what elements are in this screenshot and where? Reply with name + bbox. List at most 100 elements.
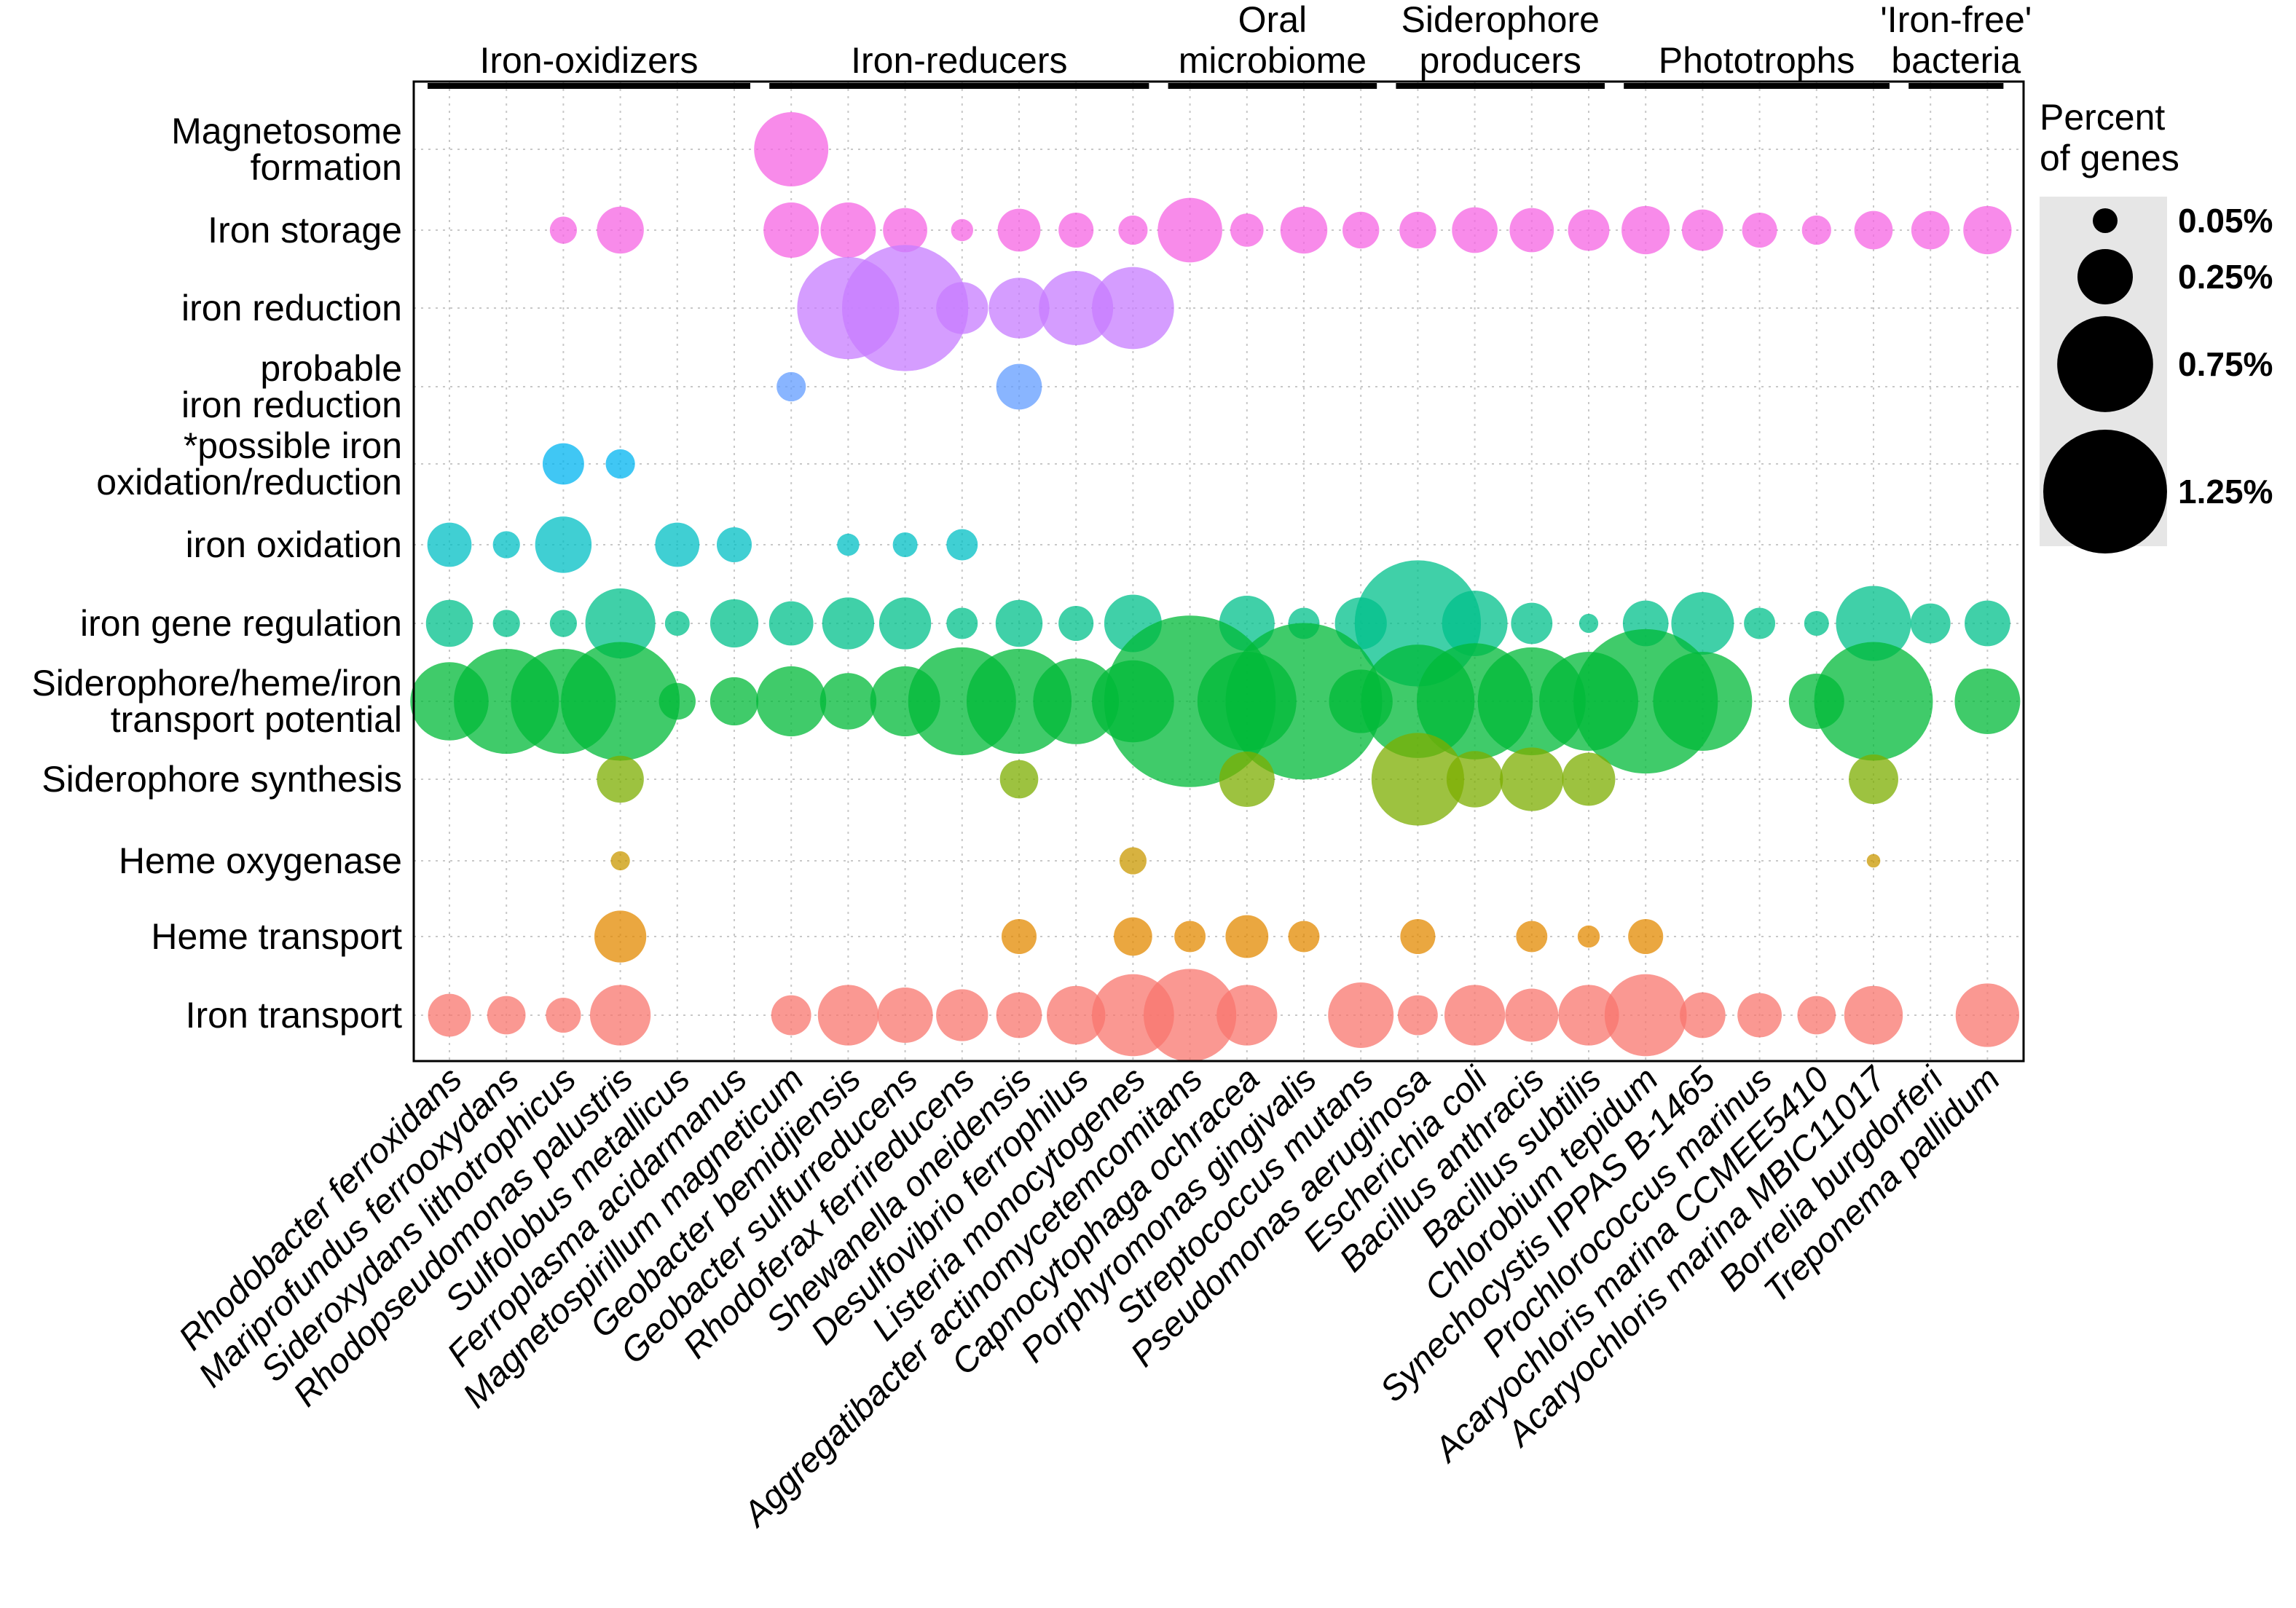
bubble xyxy=(535,516,592,573)
bubble xyxy=(425,599,473,647)
bubble xyxy=(777,371,806,402)
bubble xyxy=(837,533,860,556)
group-label: 'Iron-free' bacteria xyxy=(1880,0,2032,81)
bubble xyxy=(995,599,1043,647)
bubble xyxy=(996,992,1042,1038)
bubble xyxy=(1058,212,1094,248)
bubble xyxy=(1397,995,1438,1036)
bubble xyxy=(1342,211,1380,249)
legend-key-circle xyxy=(2057,316,2153,412)
legend-key-circle xyxy=(2043,430,2167,553)
bubble xyxy=(1280,206,1328,254)
group-label: Oral microbiome xyxy=(1179,0,1367,81)
legend-key-circle xyxy=(2093,208,2118,233)
bubble xyxy=(820,202,876,258)
bubble xyxy=(877,988,933,1043)
bubble xyxy=(1797,996,1836,1035)
bubble xyxy=(936,282,988,334)
bubble xyxy=(1744,607,1776,639)
bubble xyxy=(561,642,680,761)
bubble xyxy=(709,677,759,726)
bubble xyxy=(427,522,472,567)
group-label: Siderophore producers xyxy=(1401,0,1599,81)
row-label: *possible iron oxidation/reduction xyxy=(96,425,402,502)
row-label-layer: Magnetosome formation Iron storage iron red… xyxy=(31,111,402,1036)
bubble xyxy=(1442,591,1508,656)
group-label: Phototrophs xyxy=(1659,40,1855,81)
row-label: iron gene regulation xyxy=(80,603,402,644)
bubble xyxy=(946,529,978,561)
bubble xyxy=(492,610,520,637)
bubble xyxy=(1092,267,1174,350)
bubble xyxy=(1836,586,1911,661)
row-label: Magnetosome formation xyxy=(171,111,402,188)
row-label: Heme transport xyxy=(151,916,402,957)
bubble xyxy=(1033,658,1120,744)
bubble xyxy=(1174,921,1206,953)
bubble xyxy=(1230,213,1264,247)
bubble xyxy=(756,666,827,737)
grid-layer xyxy=(414,82,2024,1061)
bubble xyxy=(1849,754,1898,804)
bubble xyxy=(492,531,520,559)
bubble xyxy=(1511,602,1553,645)
bubble xyxy=(1046,985,1106,1045)
bubble xyxy=(1144,969,1237,1062)
row-label: Siderophore/heme/iron transport potential xyxy=(31,663,402,740)
row-label: Iron transport xyxy=(186,995,402,1036)
bubble xyxy=(1216,985,1278,1046)
group-label: Iron-oxidizers xyxy=(479,40,698,81)
bubble xyxy=(1680,992,1726,1038)
bubble xyxy=(549,610,578,637)
row-label: iron oxidation xyxy=(186,524,402,565)
bubble xyxy=(1681,209,1723,251)
bubble xyxy=(754,112,829,186)
bubble xyxy=(549,216,578,244)
bubble xyxy=(716,527,752,563)
bubble xyxy=(768,601,814,646)
bubble xyxy=(1954,669,2021,734)
bubble xyxy=(597,206,644,254)
bubble xyxy=(822,597,875,650)
bubble xyxy=(610,851,630,871)
bubble xyxy=(1058,605,1094,642)
bubble xyxy=(1444,985,1506,1046)
bubble xyxy=(1371,733,1464,826)
bubble xyxy=(1910,603,1951,644)
bubble xyxy=(999,760,1039,799)
bubble xyxy=(1118,215,1148,245)
row-label: probable iron reduction xyxy=(181,348,402,425)
bubble xyxy=(658,682,696,720)
bubble xyxy=(1621,205,1670,255)
legend-entry-label: 0.05% xyxy=(2178,202,2273,240)
legend-key-circle xyxy=(2077,249,2133,304)
bubble xyxy=(771,995,811,1036)
bubble xyxy=(1225,915,1269,958)
bubble xyxy=(988,277,1050,339)
bubble xyxy=(1039,271,1114,345)
bubble xyxy=(878,597,932,650)
bubble xyxy=(1578,613,1599,634)
bubble xyxy=(1225,623,1383,780)
bubble xyxy=(1577,925,1600,948)
bubble xyxy=(951,218,974,242)
bubble xyxy=(819,673,877,730)
bubble xyxy=(1505,988,1559,1042)
bubble xyxy=(1119,847,1147,875)
bubble-layer xyxy=(410,112,2021,1062)
bubble xyxy=(1742,212,1777,248)
bubble xyxy=(605,449,635,479)
bubble xyxy=(1737,993,1782,1038)
bubble xyxy=(1866,854,1881,868)
row-label: iron reduction xyxy=(181,288,402,328)
bubble xyxy=(996,363,1042,410)
legend-entry-label: 0.75% xyxy=(2178,345,2273,383)
bubble xyxy=(1328,982,1394,1048)
bubble xyxy=(1001,918,1037,955)
group-label: Iron-reducers xyxy=(851,40,1067,81)
bubble xyxy=(1446,751,1503,808)
bubble xyxy=(1400,918,1436,955)
bubble xyxy=(1157,197,1222,263)
